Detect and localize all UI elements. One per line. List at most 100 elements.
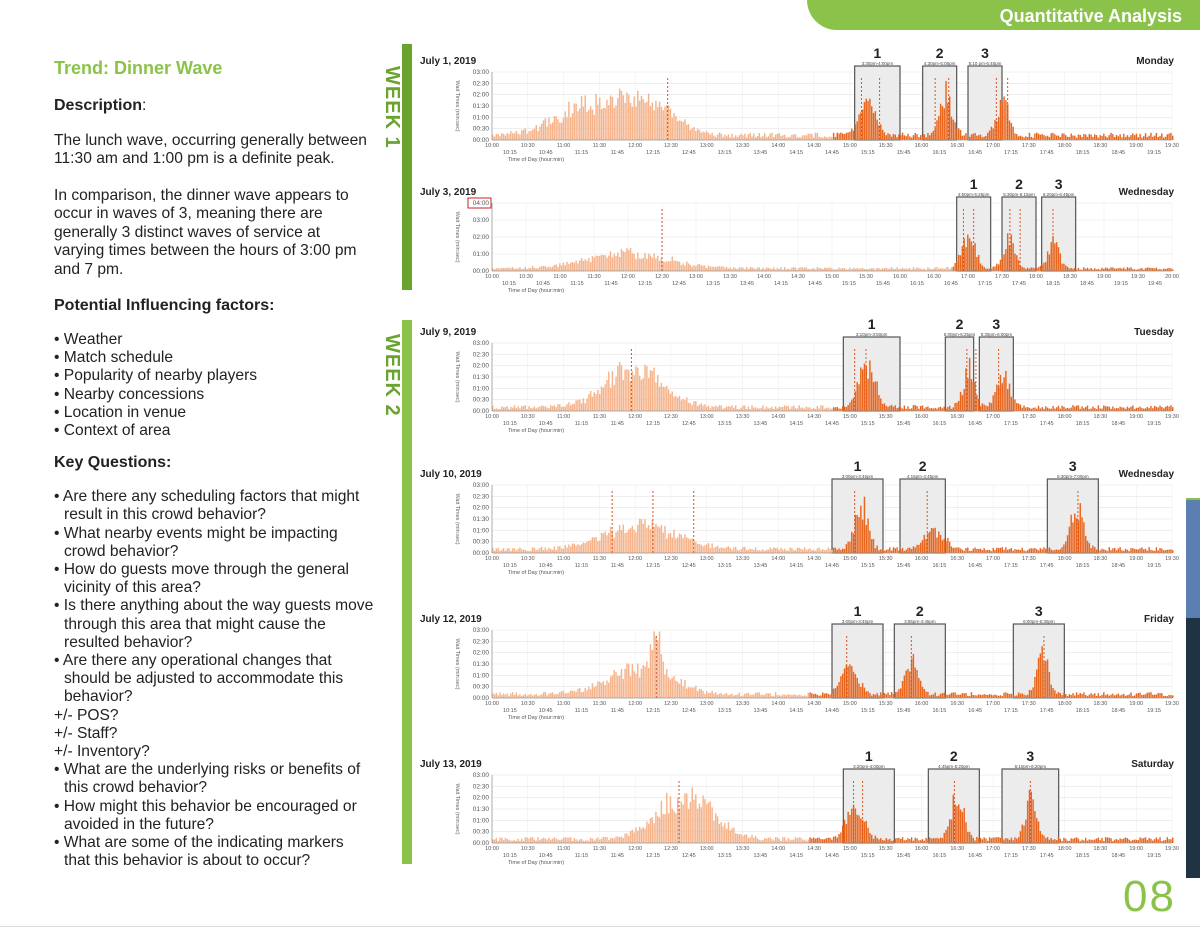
- wait-bar: [941, 106, 944, 140]
- wait-bar: [602, 255, 605, 271]
- wait-bar: [713, 693, 715, 698]
- wait-bar: [537, 837, 539, 843]
- wait-bar: [968, 238, 971, 271]
- wait-bar: [513, 405, 516, 411]
- wait-bar: [867, 378, 869, 411]
- wait-bar: [958, 804, 960, 843]
- wait-bar: [566, 837, 568, 843]
- wait-bar: [651, 650, 654, 698]
- wait-bar: [628, 529, 630, 553]
- wait-bar: [881, 694, 884, 698]
- x-tick-label: 16:00: [915, 846, 929, 852]
- wave-number: 2: [950, 748, 958, 764]
- wait-bar: [744, 269, 746, 271]
- wait-bar: [1161, 406, 1163, 411]
- wait-bar: [502, 133, 505, 140]
- wait-bar: [936, 537, 938, 553]
- wait-bar: [934, 407, 936, 411]
- wait-bar: [782, 549, 784, 553]
- wait-bar: [537, 131, 539, 140]
- wait-bar: [916, 134, 918, 140]
- wait-bar: [836, 406, 838, 411]
- x-tick-label: 18:00: [1058, 414, 1072, 420]
- wait-bar: [1083, 267, 1085, 271]
- wait-bar: [598, 255, 601, 271]
- wait-bar: [1023, 825, 1025, 843]
- wait-bar: [807, 692, 809, 698]
- wait-bar: [985, 268, 987, 271]
- wait-bar: [932, 268, 935, 271]
- wait-bar: [987, 406, 989, 411]
- wait-bar: [1048, 137, 1051, 140]
- wait-bar: [889, 694, 891, 698]
- wait-bar: [506, 406, 508, 411]
- wait-bar: [943, 832, 945, 843]
- wait-bar: [1124, 137, 1127, 140]
- x-tick-label: 14:45: [825, 853, 839, 859]
- wait-bar: [722, 266, 724, 271]
- wait-bar: [1050, 684, 1052, 698]
- x-tick-label: 14:45: [825, 150, 839, 156]
- wait-bar: [711, 266, 713, 271]
- wait-bar: [769, 693, 771, 698]
- wait-bar: [673, 676, 675, 698]
- wait-bar: [832, 269, 835, 271]
- wait-bar: [640, 379, 643, 411]
- wait-bar: [849, 664, 851, 698]
- wait-bar: [789, 408, 791, 411]
- wait-bar: [774, 134, 777, 140]
- wait-bar: [840, 408, 842, 411]
- wait-bar: [675, 116, 677, 140]
- y-tick-label: 03:00: [473, 482, 490, 489]
- x-tick-label: 19:30: [1165, 846, 1179, 852]
- x-tick-label: 15:00: [843, 414, 857, 420]
- y-tick-label: 02:00: [473, 234, 490, 241]
- wait-bar: [521, 269, 523, 271]
- x-tick-label: 10:30: [521, 143, 535, 149]
- wait-bar: [546, 407, 548, 411]
- wait-bar: [695, 131, 697, 140]
- wait-bar: [1074, 406, 1076, 411]
- wave-number: 2: [919, 458, 927, 474]
- wait-bar: [745, 409, 748, 411]
- wait-bar: [502, 407, 505, 411]
- wait-bar: [705, 406, 708, 411]
- wait-bar: [577, 263, 579, 271]
- wait-bar: [838, 548, 840, 553]
- wait-bar: [983, 694, 985, 698]
- wait-bar: [753, 407, 755, 411]
- wait-bar: [749, 267, 751, 271]
- wait-bar: [1161, 133, 1163, 140]
- wait-bar: [539, 406, 541, 411]
- wait-bar: [1157, 269, 1159, 271]
- wave-time-start: 4:15pm: [907, 474, 922, 479]
- wait-bar: [954, 547, 956, 553]
- wait-bar: [629, 830, 632, 843]
- wait-bar: [1092, 137, 1094, 140]
- wait-bar: [887, 406, 889, 411]
- wait-bar: [832, 547, 835, 553]
- wait-bar: [816, 838, 819, 843]
- wait-bar: [885, 267, 887, 271]
- wait-bar: [967, 547, 969, 553]
- wait-bar: [1081, 517, 1083, 553]
- wait-bar: [1075, 405, 1078, 411]
- wait-bar: [1054, 839, 1056, 843]
- wait-bar: [575, 103, 577, 140]
- wait-bar: [1034, 811, 1036, 843]
- x-tick-label: 19:15: [1114, 281, 1128, 287]
- wait-bar: [626, 248, 628, 271]
- wait-bar: [647, 93, 650, 140]
- wait-bar: [531, 547, 534, 553]
- x-tick-label: 12:30: [664, 414, 678, 420]
- wait-bar: [939, 406, 942, 411]
- wait-bar: [1008, 120, 1011, 140]
- wait-bar: [874, 548, 877, 553]
- x-tick-label: 12:00: [628, 846, 642, 852]
- wait-bar: [834, 547, 837, 553]
- wait-bar: [597, 255, 599, 271]
- wait-bar: [1052, 132, 1054, 140]
- wait-bar: [511, 407, 514, 411]
- wait-bar: [1055, 840, 1058, 843]
- wait-bar: [990, 403, 993, 411]
